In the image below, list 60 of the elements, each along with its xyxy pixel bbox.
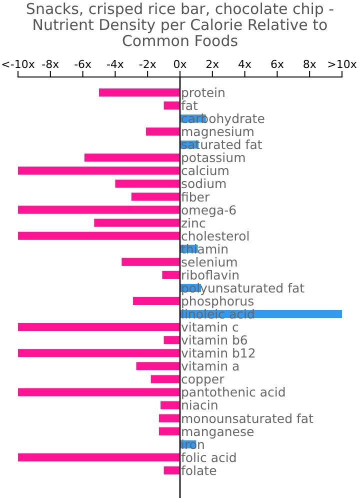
bar [18, 166, 180, 175]
y-tick-label: copper [181, 372, 226, 387]
y-tick-label: cholesterol [181, 228, 250, 244]
x-tick-label: 2x [206, 58, 220, 71]
bar [99, 88, 180, 97]
y-tick-label: vitamin c [181, 320, 239, 335]
x-tick-label: -6x [74, 58, 92, 71]
y-tick-label: vitamin b12 [181, 346, 256, 361]
x-tick-label: 8x [302, 58, 317, 71]
bar [18, 388, 180, 396]
x-tick-label: <-10x [1, 58, 36, 71]
bar [115, 180, 180, 188]
bar [164, 466, 180, 474]
bar [136, 362, 180, 370]
bar [162, 270, 180, 279]
bar [146, 128, 180, 136]
x-tick-label: 4x [238, 58, 252, 71]
y-tick-label: potassium [181, 150, 246, 166]
y-tick-label: fat [181, 98, 198, 114]
bar [94, 218, 180, 227]
bar [160, 401, 180, 410]
bar [122, 258, 180, 266]
y-tick-label: manganese [181, 424, 254, 439]
y-tick-label: niacin [181, 398, 218, 413]
bar [164, 336, 180, 344]
y-tick-label: fiber [181, 189, 210, 204]
bar [84, 154, 180, 162]
y-tick-label: pantothenic acid [181, 384, 286, 400]
bar [18, 232, 180, 240]
y-tick-label: riboflavin [181, 267, 240, 282]
bar [164, 102, 180, 110]
bar [158, 427, 180, 436]
y-tick-label: vitamin a [181, 358, 240, 374]
bar [133, 296, 180, 306]
y-tick-label: linoleic acid [181, 306, 255, 322]
y-tick-label: vitamin b6 [181, 332, 248, 348]
bar [18, 206, 180, 214]
y-tick-label: magnesium [181, 124, 254, 140]
x-tick-label: -4x [106, 58, 124, 71]
y-tick-label: folate [181, 462, 218, 478]
chart-title: Snacks, crisped rice bar, chocolate chip - Nutrient Density per Calorie Relative to Common Foods [26, 0, 334, 50]
bar [131, 192, 180, 201]
bar [18, 323, 180, 332]
y-tick-label: zinc [181, 215, 206, 230]
bar [158, 414, 180, 422]
x-tick-label: 0x [173, 58, 188, 71]
bar [150, 375, 180, 384]
x-tick-label: >10x [327, 58, 358, 71]
y-tick-label: selenium [181, 254, 238, 270]
y-tick-label: protein [181, 85, 226, 100]
bar [18, 349, 180, 358]
x-tick-label: 6x [270, 58, 284, 71]
y-tick-label: monounsaturated fat [181, 410, 314, 426]
y-tick-label: sodium [181, 176, 227, 192]
bar [18, 453, 180, 462]
x-tick-label: -8x [42, 58, 60, 71]
y-tick-label: folic acid [181, 450, 237, 465]
y-tick-label: calcium [181, 163, 230, 178]
y-tick-label: omega-6 [181, 202, 237, 218]
x-tick-label: -2x [138, 58, 157, 71]
